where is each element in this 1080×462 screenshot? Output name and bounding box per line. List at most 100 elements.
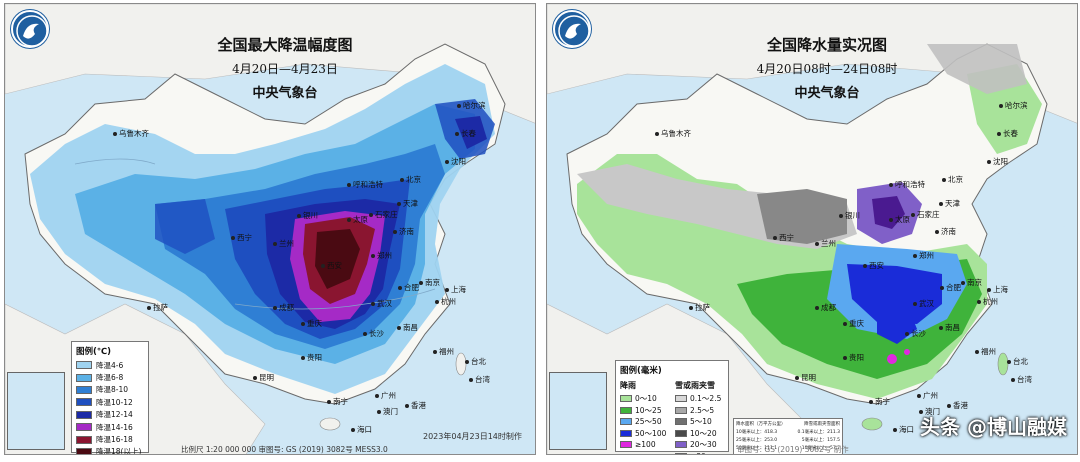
stats-cell: 10毫米以上：57.7 [801, 446, 840, 451]
legend-swatch [76, 423, 92, 432]
city-label: 长春 [455, 128, 476, 139]
city-label: 西宁 [773, 232, 794, 243]
city-label: 济南 [393, 226, 414, 237]
city-label: 郑州 [913, 250, 934, 261]
legend-swatch [675, 429, 687, 437]
city-label: 重庆 [301, 318, 322, 329]
stats-header: 降雪或雨夹雪面积 [804, 422, 840, 427]
city-label: 兰州 [273, 238, 294, 249]
city-label: 南昌 [397, 322, 418, 333]
legend-swatch [76, 447, 92, 454]
snow-legend-header: 雪或雨夹雪 [675, 381, 715, 390]
city-label: 合肥 [940, 282, 961, 293]
legend-swatch [76, 385, 92, 394]
legend-swatch [620, 429, 632, 437]
legend-label: 降温4-6 [96, 360, 124, 370]
city-label: 拉萨 [689, 302, 710, 313]
city-label: 南昌 [939, 322, 960, 333]
city-label: 昆明 [253, 372, 274, 383]
legend-swatch [76, 398, 92, 407]
legend-item: 20～30 [675, 439, 724, 451]
city-label: 天津 [939, 198, 960, 209]
legend-label: 降温10-12 [96, 397, 133, 407]
legend-item: ≥30 [675, 451, 724, 454]
legend-label: ≥30 [690, 452, 706, 454]
legend-item: 5～10 [675, 416, 724, 428]
legend-label: 2.5～5 [690, 405, 715, 415]
legend-label: 降温16-18 [96, 435, 133, 445]
city-label: 上海 [987, 284, 1008, 295]
city-label: 北京 [942, 174, 963, 185]
city-label: 呼和浩特 [889, 179, 925, 190]
city-label: 呼和浩特 [347, 179, 383, 190]
legend-item: 降温6-8 [76, 371, 144, 383]
city-label: 福州 [433, 346, 454, 357]
legend-label: 0.1～2.5 [690, 394, 722, 404]
city-label: 郑州 [371, 250, 392, 261]
legend-swatch [76, 373, 92, 382]
legend-swatch [620, 418, 632, 426]
legend-item: 25～50 [620, 416, 669, 428]
city-label: 长春 [997, 128, 1018, 139]
legend-item: 0.1～2.5 [675, 393, 724, 405]
city-label: 拉萨 [147, 302, 168, 313]
city-label: 银川 [839, 210, 860, 221]
map-footer: 比例尺 1:20 000 000 审图号: GS (2019) 3082号 ME… [181, 445, 388, 454]
city-label: 福州 [975, 346, 996, 357]
stats-cell: 10毫米以上：418.3 [736, 430, 778, 435]
legend-rows: 降温4-6 降温6-8 降温8-10 降温10-12 降温12-14 降温14-16 降温1… [76, 359, 144, 454]
map-date: 4月20日—4月23日 [232, 62, 338, 76]
map-title: 全国降水量实况图 [766, 36, 887, 54]
legend-item: 降温18(以上) [76, 446, 144, 454]
cma-logo [553, 10, 591, 48]
city-label: 沈阳 [987, 156, 1008, 167]
legend-swatch [675, 418, 687, 426]
legend-swatch [675, 441, 687, 449]
city-label: 杭州 [977, 296, 998, 307]
city-label: 天津 [397, 198, 418, 209]
city-label: 香港 [405, 400, 426, 411]
legend-item: 降温8-10 [76, 384, 144, 396]
legend-item: 降温16-18 [76, 433, 144, 445]
legend-swatch [76, 361, 92, 370]
city-label: 西安 [321, 260, 342, 271]
legend-label: 降温14-16 [96, 422, 133, 432]
precipitation-legend: 图例(毫米) 降雨 0～10 10～25 25～50 50～100 ≥100 雪或雨夹雪… [615, 360, 729, 454]
south-china-sea-inset [7, 372, 65, 450]
stats-cell: 5毫米以上：157.5 [801, 438, 840, 443]
legend-label: 降温6-8 [96, 373, 124, 383]
legend-title: 图例(℃) [76, 347, 112, 357]
stats-cell: 50毫米以上：111.1 [736, 446, 778, 451]
city-label: 西安 [863, 260, 884, 271]
legend-swatch [76, 410, 92, 419]
legend-label: ≥100 [635, 440, 656, 450]
city-label: 长沙 [905, 328, 926, 339]
legend-label: 降温8-10 [96, 385, 129, 395]
city-label: 银川 [297, 210, 318, 221]
city-label: 兰州 [815, 238, 836, 249]
legend-swatch [675, 406, 687, 414]
city-label: 沈阳 [445, 156, 466, 167]
cma-logo [11, 10, 49, 48]
legend-item: 50～100 [620, 428, 669, 440]
stats-cell: 0.1毫米以上：211.3 [797, 430, 840, 435]
stats-row: 10毫米以上：418.3 0.1毫米以上：211.3 [736, 429, 840, 437]
legend-title: 图例(毫米) [620, 366, 662, 376]
city-label: 武汉 [371, 298, 392, 309]
stats-row: 25毫米以上：253.0 5毫米以上：157.5 [736, 437, 840, 445]
map-footer: 审图号: GS (2019) 3082号 制作 [737, 445, 849, 454]
city-label: 南京 [419, 277, 440, 288]
legend-label: 50～100 [635, 428, 667, 438]
city-label: 台湾 [1011, 374, 1032, 385]
legend-item: 降温12-14 [76, 409, 144, 421]
legend-label: 20～30 [690, 440, 717, 450]
stats-cell: 25毫米以上：253.0 [736, 438, 778, 443]
stats-row: 50毫米以上：111.1 10毫米以上：57.7 [736, 445, 840, 453]
production-credit: 2023年04月23日14时制作 [423, 432, 522, 441]
legend-item: 降温4-6 [76, 359, 144, 371]
legend-swatch [76, 435, 92, 444]
temperature-drop-map: 全国最大降温幅度图 4月20日—4月23日 中央气象台 乌鲁木齐 哈尔滨 长春 … [4, 3, 536, 455]
city-label: 重庆 [843, 318, 864, 329]
stats-header: 降水面积（万平方公里） [736, 422, 786, 427]
